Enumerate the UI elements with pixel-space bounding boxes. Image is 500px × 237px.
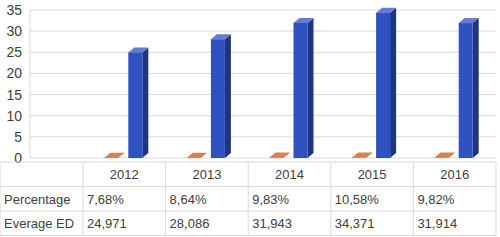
y-axis-line [30, 10, 31, 158]
y-tick-label: 35 [6, 2, 22, 18]
table-value: 24,971 [87, 216, 127, 231]
table-value: 9,83% [252, 192, 289, 207]
bar-top [352, 153, 372, 158]
bar-side [308, 18, 314, 158]
table-value: 34,371 [335, 216, 375, 231]
bar [435, 157, 449, 158]
x-tick-label: 2012 [110, 167, 139, 182]
x-tick-label: 2015 [358, 167, 387, 182]
grid-line [30, 31, 496, 32]
table-value: 28,086 [170, 216, 210, 231]
y-tick-label: 25 [6, 44, 22, 60]
y-tick-label: 20 [6, 65, 22, 81]
grid-line [30, 73, 496, 74]
y-tick-label: 15 [6, 87, 22, 103]
x-tick-label: 2013 [192, 167, 221, 182]
bar [294, 23, 308, 158]
bar [459, 23, 473, 158]
bar [352, 157, 366, 158]
bar-top [294, 18, 314, 23]
table-value: 31,943 [252, 216, 292, 231]
series-name: Everage ED [4, 216, 74, 231]
grid-line [30, 158, 496, 159]
y-tick-label: 5 [14, 129, 22, 145]
x-tick-label: 2016 [440, 167, 469, 182]
bar-top [187, 153, 207, 158]
bar-top [435, 153, 455, 158]
bar-top [270, 153, 290, 158]
bar-side [142, 47, 148, 158]
y-tick-label: 0 [14, 150, 22, 166]
table-line [496, 162, 497, 236]
table-line [413, 162, 414, 236]
table-value: 7,68% [87, 192, 124, 207]
grid-line [30, 115, 496, 116]
bar-top [376, 8, 396, 13]
table-line [330, 162, 331, 236]
grid-line [30, 10, 496, 11]
table-line [248, 162, 249, 236]
data-table: 2012 2013 2014 2015 2016 Percentage 7,68% 8,64%… [0, 162, 496, 236]
bar-top [104, 153, 124, 158]
bar [104, 157, 118, 158]
bar-top [211, 34, 231, 39]
bars [104, 8, 478, 158]
chart: 0 5 10 15 20 25 30 35 2012 2013 2014 2015 2016 Percen… [0, 0, 500, 237]
table-line [165, 162, 166, 236]
grid-line [30, 52, 496, 53]
bar-side [225, 34, 231, 158]
bar [270, 157, 284, 158]
bar [187, 157, 201, 158]
bar-side [390, 8, 396, 158]
bar [211, 39, 225, 158]
x-tick-label: 2014 [275, 167, 304, 182]
bar-side [473, 18, 479, 158]
y-tick-label: 10 [6, 108, 22, 124]
series-name: Percentage [4, 192, 71, 207]
table-value: 31,914 [417, 216, 457, 231]
y-tick-label: 30 [6, 23, 22, 39]
grid-line [30, 94, 496, 95]
bar [376, 13, 390, 158]
bar [128, 52, 142, 158]
table-value: 9,82% [417, 192, 454, 207]
bar-top [459, 18, 479, 23]
grid-line [30, 136, 496, 137]
table-value: 10,58% [335, 192, 380, 207]
bar-top [128, 47, 148, 52]
table-value: 8,64% [170, 192, 207, 207]
table-line [0, 162, 1, 236]
table-line [83, 162, 84, 236]
